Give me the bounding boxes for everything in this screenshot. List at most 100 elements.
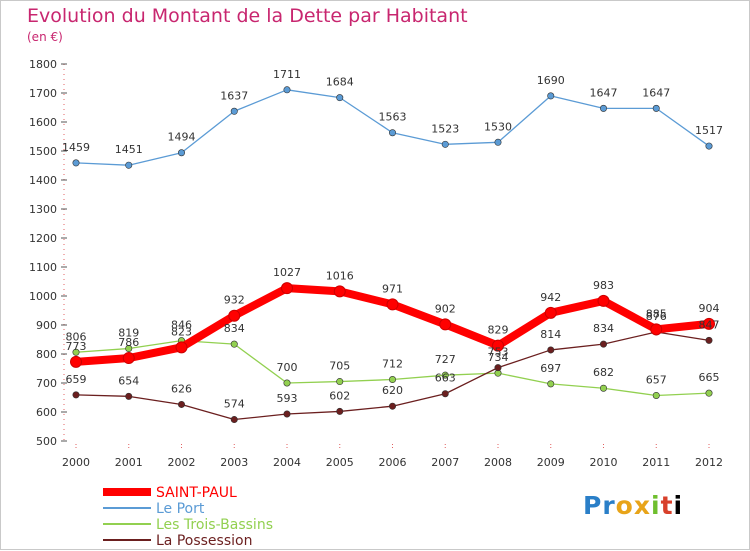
data-point xyxy=(599,340,607,348)
chart-subtitle: (en €) xyxy=(27,30,63,44)
data-label: 712 xyxy=(382,358,403,371)
data-label: 829 xyxy=(488,324,509,337)
series-line-le-port xyxy=(75,89,710,166)
data-label: 1494 xyxy=(168,131,196,144)
legend-label: La Possession xyxy=(156,533,252,549)
data-point xyxy=(441,390,449,398)
x-tick-label: 2006 xyxy=(379,456,407,469)
x-tick-label: 2012 xyxy=(695,456,723,469)
x-tick-label: 2007 xyxy=(431,456,459,469)
data-point xyxy=(703,317,715,330)
x-tick-label: 2008 xyxy=(484,456,512,469)
data-label: 665 xyxy=(699,371,720,384)
data-point xyxy=(178,400,186,408)
x-tick-label: 2011 xyxy=(642,456,670,469)
data-point xyxy=(125,161,133,169)
data-point xyxy=(72,159,80,167)
data-point xyxy=(70,355,82,368)
y-tick-label: 1500 xyxy=(29,145,57,158)
data-label: 705 xyxy=(329,360,350,373)
proxiti-logo: Proxiti xyxy=(583,491,684,520)
data-point xyxy=(441,140,449,148)
data-point xyxy=(283,410,291,418)
data-label: 1523 xyxy=(431,122,459,135)
y-tick-label: 1700 xyxy=(29,87,57,100)
data-label: 654 xyxy=(118,374,139,387)
data-label: 1690 xyxy=(537,74,565,87)
x-tick-label: 2002 xyxy=(168,456,196,469)
legend-label: Les Trois-Bassins xyxy=(156,517,273,533)
y-tick-label: 1100 xyxy=(29,261,57,274)
x-tick-label: 2009 xyxy=(537,456,565,469)
data-point xyxy=(178,149,186,157)
data-label: 876 xyxy=(646,310,667,323)
data-point xyxy=(544,306,557,319)
data-label: 574 xyxy=(224,398,245,411)
data-point xyxy=(175,341,188,354)
x-tick-label: 2004 xyxy=(273,456,301,469)
data-point xyxy=(547,380,555,388)
data-label: 727 xyxy=(435,353,456,366)
data-label: 602 xyxy=(329,389,350,402)
data-label: 1530 xyxy=(484,120,512,133)
data-label: 823 xyxy=(171,325,192,338)
data-point xyxy=(705,142,713,150)
data-point xyxy=(125,344,133,352)
data-point xyxy=(547,346,555,354)
data-point xyxy=(441,371,449,379)
data-label: 1517 xyxy=(695,124,723,137)
data-point xyxy=(705,389,713,397)
data-label: 1684 xyxy=(326,76,354,89)
data-label: 753 xyxy=(488,346,509,359)
data-label: 971 xyxy=(382,282,403,295)
y-tick-label: 1200 xyxy=(29,232,57,245)
data-point xyxy=(283,86,291,94)
data-label: 846 xyxy=(171,319,192,332)
y-tick-label: 700 xyxy=(36,377,57,390)
x-tick-label: 2000 xyxy=(62,456,90,469)
y-tick-label: 1600 xyxy=(29,116,57,129)
data-point xyxy=(283,379,291,387)
data-point xyxy=(228,309,241,322)
data-label: 806 xyxy=(66,330,87,343)
data-point xyxy=(494,364,502,372)
data-label: 773 xyxy=(66,340,87,353)
data-point xyxy=(494,138,502,146)
data-label: 1459 xyxy=(62,141,90,154)
chart-title: Evolution du Montant de la Dette par Hab… xyxy=(27,5,468,27)
data-label: 1027 xyxy=(273,266,301,279)
data-point xyxy=(72,348,80,356)
x-tick-label: 2001 xyxy=(115,456,143,469)
data-point xyxy=(333,285,346,298)
data-point xyxy=(125,392,133,400)
data-label: 834 xyxy=(593,322,614,335)
data-label: 1637 xyxy=(220,89,248,102)
legend-label: SAINT-PAUL xyxy=(156,485,237,501)
data-point xyxy=(388,129,396,137)
data-point xyxy=(230,416,238,424)
data-label: 786 xyxy=(118,336,139,349)
data-point xyxy=(652,104,660,112)
data-point xyxy=(492,339,504,352)
data-point xyxy=(705,336,713,344)
data-point xyxy=(652,391,660,399)
data-label: 626 xyxy=(171,382,192,395)
data-label: 1711 xyxy=(273,68,301,81)
y-tick-label: 1300 xyxy=(29,203,57,216)
data-label: 1451 xyxy=(115,143,143,156)
data-point xyxy=(547,92,555,100)
data-label: 700 xyxy=(277,361,298,374)
data-point xyxy=(439,318,452,331)
data-point xyxy=(72,391,80,399)
data-label: 885 xyxy=(646,307,667,320)
data-point xyxy=(599,384,607,392)
data-label: 1563 xyxy=(379,111,407,124)
data-label: 593 xyxy=(277,392,298,405)
data-point xyxy=(597,294,610,307)
data-label: 942 xyxy=(540,291,561,304)
data-label: 657 xyxy=(646,373,667,386)
data-label: 1016 xyxy=(326,269,354,282)
legend-label: Le Port xyxy=(156,501,205,517)
